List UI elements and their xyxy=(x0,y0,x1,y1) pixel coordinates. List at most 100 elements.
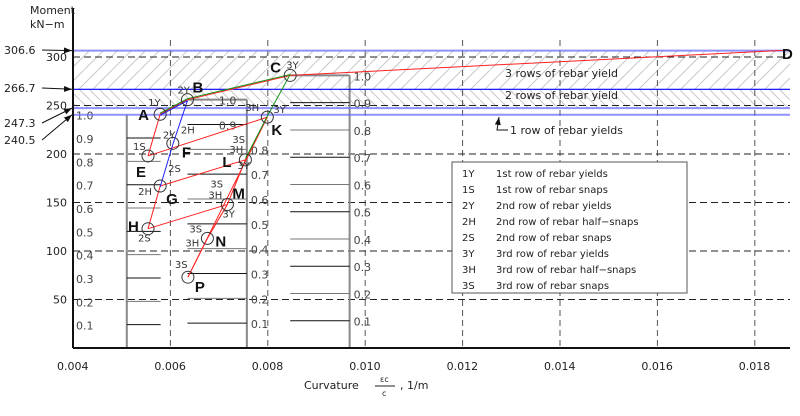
x-axis-label-unit: , 1/m xyxy=(400,379,428,392)
point-code-label: 3S xyxy=(232,135,245,146)
point-code-label: 3H xyxy=(185,238,199,249)
point-label-B: B xyxy=(192,80,203,97)
scale-tick-label: 0.4 xyxy=(251,244,269,257)
point-marker-K xyxy=(260,110,274,124)
legend-code: 2H xyxy=(462,217,476,228)
scale-tick-label: 1.0 xyxy=(76,110,94,123)
y-tick-label: 150 xyxy=(46,197,67,210)
point-label-K: K xyxy=(271,122,282,139)
point-code-label: 2S xyxy=(168,164,181,175)
y-tick-label: 50 xyxy=(53,294,67,307)
legend-text: 2nd row of rebar yields xyxy=(496,201,611,212)
point-code-label: 2Y xyxy=(163,130,176,141)
point-label-F: F xyxy=(182,144,191,161)
y-tick-label: 250 xyxy=(46,100,67,113)
x-axis-label: Curvature xyxy=(304,379,359,392)
point-code-label: 2H xyxy=(138,187,152,198)
series-red-segment xyxy=(206,204,228,239)
point-code-label: 2Y xyxy=(177,86,190,97)
series-red-segment xyxy=(187,74,291,101)
point-label-P: P xyxy=(195,279,205,296)
point-label-N: N xyxy=(215,233,226,250)
band-label-leader xyxy=(494,116,508,131)
point-marker-E xyxy=(141,149,155,163)
x-axis-label-frac-den: c xyxy=(382,389,386,398)
legend: 1Y 1st row of rebar yields 1S 1st row of re… xyxy=(451,161,688,294)
legend-text: 1st row of rebar yields xyxy=(496,169,608,180)
point-label-D: D xyxy=(782,46,793,63)
band-hatch xyxy=(73,89,790,109)
scale-tick-label: 0.6 xyxy=(76,203,94,216)
reference-value-label: 240.5 xyxy=(4,134,36,147)
series-red-segment xyxy=(159,99,188,115)
point-label-E: E xyxy=(136,164,146,181)
x-tick-label: 0.018 xyxy=(739,360,771,373)
point-label-A: A xyxy=(138,107,149,124)
point-code-label: 1S xyxy=(133,142,146,153)
legend-box xyxy=(451,161,688,294)
point-marker-F xyxy=(166,136,180,150)
reference-arrow xyxy=(41,47,73,54)
point-marker-B xyxy=(180,93,194,107)
legend-code: 3S xyxy=(462,281,475,292)
y-tick-label: 300 xyxy=(46,51,67,64)
series-red-segment xyxy=(187,116,268,278)
series-red-segment xyxy=(290,49,786,76)
point-code-label: 3S xyxy=(175,260,188,271)
band-hatch xyxy=(73,50,790,90)
point-code-label: 3H xyxy=(229,145,243,156)
scale-tick-label: 0.3 xyxy=(354,261,372,274)
reference-value-label: 247.3 xyxy=(4,117,36,130)
legend-text: 2nd row of rebar snaps xyxy=(496,233,611,244)
scale-tick-label: 0.8 xyxy=(76,156,94,169)
point-code-label: 3Y xyxy=(286,60,299,71)
scale-tick-label: 0.5 xyxy=(76,226,94,239)
legend-code: 2Y xyxy=(462,201,475,212)
x-tick-label: 0.010 xyxy=(349,360,381,373)
scale-tick-label: 1.0 xyxy=(354,70,372,83)
point-code-label: 3H xyxy=(208,190,222,201)
scale-tick-label: 0.6 xyxy=(354,179,372,192)
point-marker-P xyxy=(181,270,195,284)
scale-tick-label: 0.2 xyxy=(76,296,94,309)
scale-tick-label: 0.5 xyxy=(354,207,372,220)
point-code-label: 3Y xyxy=(273,105,286,116)
scale-tick-label: 0.9 xyxy=(219,120,237,133)
scale-tick-label: 0.7 xyxy=(76,180,94,193)
scale-tick-label: 0.3 xyxy=(76,273,94,286)
point-code-label: 1Y xyxy=(148,98,161,109)
legend-code: 1S xyxy=(462,185,475,196)
scale-tick-label: 0.6 xyxy=(251,194,269,207)
scale-tick-label: 0.8 xyxy=(354,125,372,138)
x-tick-label: 0.012 xyxy=(447,360,479,373)
legend-code: 2S xyxy=(462,233,475,244)
series-red-segment xyxy=(147,185,161,229)
point-label-M: M xyxy=(232,185,245,202)
point-label-C: C xyxy=(270,59,281,76)
band-label: 3 rows of rebar yield xyxy=(505,67,618,80)
scale-tick-label: 0.4 xyxy=(76,250,94,263)
legend-code: 3H xyxy=(462,265,476,276)
scale-tick-label: 0.7 xyxy=(354,152,372,165)
series-red-segment xyxy=(147,114,161,157)
series-red-segment xyxy=(147,203,228,230)
point-marker-A xyxy=(153,107,167,121)
scale-tick-label: 0.1 xyxy=(251,318,269,331)
point-marker-G xyxy=(153,179,167,193)
point-marker-L xyxy=(238,153,252,167)
x-tick-label: 0.016 xyxy=(641,360,673,373)
series-red-segment xyxy=(147,116,268,157)
point-marker-M xyxy=(220,197,234,211)
band-label: 1 row of rebar yields xyxy=(510,124,623,137)
scale-tick-label: 0.1 xyxy=(76,320,94,333)
point-marker-H xyxy=(141,222,155,236)
legend-text: 3rd row of rebar yields xyxy=(496,249,609,260)
scale-tick-label: 0.9 xyxy=(76,133,94,146)
point-label-L: L xyxy=(222,154,231,171)
point-code-label: 2S xyxy=(138,234,151,245)
point-label-G: G xyxy=(166,191,178,208)
point-code-label: 3Y xyxy=(222,209,235,220)
reference-arrow xyxy=(41,85,73,92)
scale-tick-label: 0.4 xyxy=(354,234,372,247)
